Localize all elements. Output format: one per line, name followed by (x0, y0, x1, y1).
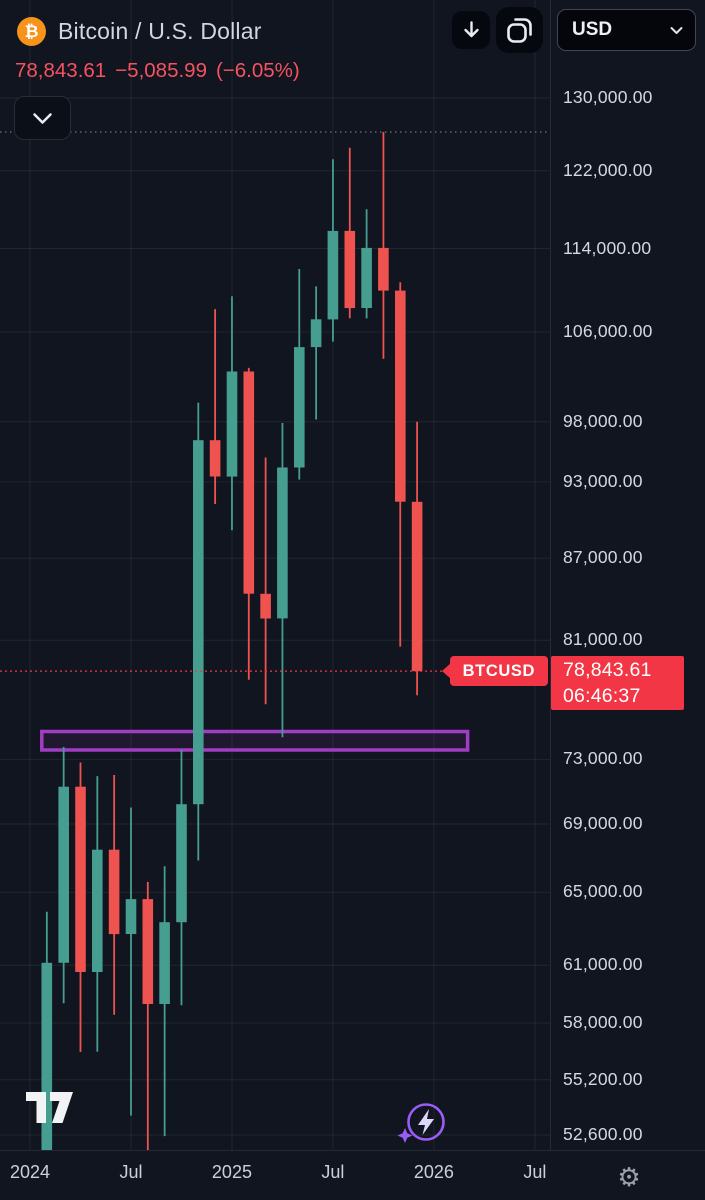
candle-body (277, 467, 288, 619)
price-tick-label: 61,000.00 (563, 954, 643, 975)
tradingview-logo[interactable] (26, 1092, 76, 1130)
price-tick-label: 122,000.00 (563, 159, 653, 180)
symbol-title[interactable]: Bitcoin / U.S. Dollar (58, 18, 262, 44)
price-tick-label: 58,000.00 (563, 1011, 643, 1032)
candle-body (260, 593, 271, 619)
download-button[interactable] (452, 11, 490, 49)
candle-body (176, 804, 187, 923)
time-tick-label: Jul (321, 1162, 345, 1182)
header-change-percent: (−6.05%) (215, 59, 300, 82)
expand-toolbar-button[interactable] (14, 96, 71, 140)
candles (41, 132, 423, 1150)
time-tick-label: 2026 (413, 1162, 454, 1182)
tag-arrow (441, 663, 451, 680)
price-tick-label: 98,000.00 (563, 410, 643, 431)
candle-body (294, 347, 305, 468)
support-zone-rectangle[interactable] (40, 729, 470, 752)
price-tick-label: 87,000.00 (563, 547, 643, 568)
time-tick-label: 2025 (211, 1162, 252, 1182)
time-axis[interactable]: 2024 Jul 2025 Jul 2026 Jul (0, 1151, 705, 1200)
candle-body (226, 371, 238, 477)
price-axis[interactable]: 130,000.00 122,000.00 114,000.00 106,000.00… (550, 0, 705, 1150)
header-price-row: 78,843.61 −5,085.99 (−6.05%) (15, 59, 309, 83)
candle-body (243, 371, 255, 594)
candle-body (395, 290, 406, 502)
price-tick-label: 93,000.00 (563, 470, 643, 491)
tag-symbol-label: BTCUSD (462, 662, 535, 681)
chart-canvas[interactable] (0, 0, 705, 1150)
time-axis-separator (0, 1150, 705, 1151)
chevron-down-icon (32, 112, 53, 125)
overlapping-frames-icon (504, 15, 535, 46)
time-tick-label: Jul (523, 1162, 547, 1182)
fullscreen-button[interactable] (496, 7, 543, 53)
price-tick-label: 55,200.00 (563, 1068, 643, 1089)
price-tick-label: 73,000.00 (563, 748, 643, 769)
candle-body (92, 849, 103, 972)
bitcoin-logo-icon: ₿ (17, 17, 46, 46)
candle-body (378, 247, 389, 291)
price-tick-label: 81,000.00 (563, 629, 643, 650)
candle-body (142, 899, 154, 1004)
spark-lightning-icon[interactable] (396, 1096, 454, 1157)
candle-body (193, 440, 204, 805)
last-price-badge: 78,843.61 06:46:37 (551, 656, 684, 711)
time-tick-label: 2024 (9, 1162, 51, 1182)
candle-body (344, 230, 356, 309)
badge-price: 78,843.61 (563, 659, 652, 682)
candle-body (327, 230, 339, 320)
currency-dropdown[interactable]: USD (557, 9, 696, 51)
arrow-down-icon (460, 19, 483, 42)
price-tick-label: 114,000.00 (563, 237, 652, 258)
price-tick-label: 65,000.00 (563, 881, 643, 902)
candle-body (159, 922, 170, 1004)
candle-body (108, 849, 120, 935)
badge-countdown: 06:46:37 (563, 685, 641, 708)
candle-body (209, 440, 221, 477)
currency-label: USD (572, 19, 613, 40)
price-tick-label: 69,000.00 (563, 812, 643, 833)
candle-body (58, 786, 69, 963)
symbol-price-tag: BTCUSD (441, 656, 548, 687)
header-change: −5,085.99 (115, 59, 207, 82)
candle-body (411, 501, 423, 672)
time-tick-label: Jul (119, 1162, 143, 1182)
price-tick-label: 106,000.00 (563, 320, 653, 341)
gear-icon[interactable]: ⚙ (617, 1162, 641, 1192)
candle-body (75, 786, 86, 972)
candle-body (125, 899, 137, 934)
chevron-down-icon (670, 26, 683, 35)
candle-body (41, 962, 53, 1150)
price-axis-separator (550, 0, 551, 1150)
candle-body (361, 247, 372, 308)
price-tick-label: 130,000.00 (563, 87, 653, 107)
header-last-price: 78,843.61 (15, 59, 107, 82)
price-tick-label: 52,600.00 (563, 1124, 643, 1144)
grid-lines (0, 0, 550, 1150)
candle-body (310, 319, 322, 348)
